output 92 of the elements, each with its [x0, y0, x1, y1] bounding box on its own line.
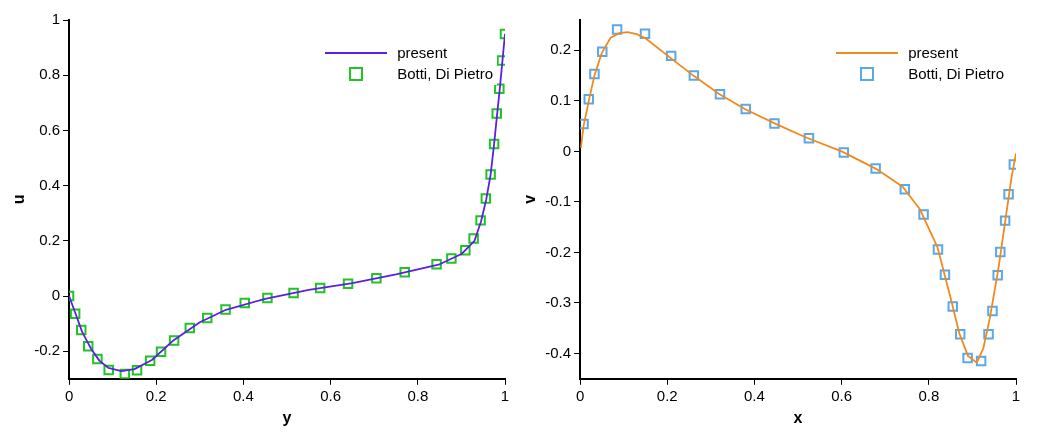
point — [769, 118, 780, 129]
point — [962, 352, 973, 364]
x-tick-label: 0.6 — [320, 386, 342, 404]
point — [491, 108, 502, 119]
y-tick-label: 0 — [562, 141, 572, 159]
point — [76, 324, 87, 336]
point — [168, 335, 180, 346]
legend-label: Botti, Di Pietro — [397, 65, 493, 83]
point — [475, 215, 486, 226]
point — [314, 282, 326, 294]
x-tick-label: 0.4 — [233, 386, 254, 404]
point — [639, 28, 651, 39]
y-tick-label: -0.3 — [545, 293, 572, 311]
point — [870, 163, 881, 174]
point — [838, 147, 850, 158]
point — [987, 305, 998, 317]
point — [220, 304, 231, 315]
point — [131, 365, 143, 376]
point — [446, 253, 457, 264]
x-tick-label: 0.6 — [831, 386, 853, 404]
point — [583, 94, 595, 105]
point — [371, 273, 382, 284]
x-axis-title: y — [282, 408, 292, 426]
point — [431, 259, 442, 270]
point — [69, 308, 81, 319]
point — [665, 50, 677, 62]
y-tick-label: 0.2 — [550, 40, 572, 58]
point — [999, 215, 1011, 226]
x-tick-label: 0 — [575, 386, 585, 404]
point — [202, 312, 213, 324]
point — [399, 267, 410, 278]
point — [1003, 189, 1014, 200]
point — [480, 193, 492, 204]
point — [155, 346, 167, 357]
y-tick-label: 0.8 — [39, 65, 61, 83]
point — [82, 340, 94, 352]
y-tick-label: -0.2 — [545, 242, 572, 260]
legend-label: Botti, Di Pietro — [908, 65, 1004, 83]
x-tick-label: 0.2 — [145, 386, 167, 404]
y-tick-label: 0.2 — [39, 230, 61, 248]
x-tick-label: 0.2 — [656, 386, 678, 404]
point — [899, 184, 911, 195]
y-axis-title: u — [10, 194, 28, 205]
y-tick-label: -0.2 — [34, 341, 61, 359]
point — [947, 301, 959, 312]
x-tick-label: 0.8 — [407, 386, 429, 404]
point — [714, 89, 726, 100]
y-tick-label: 1 — [51, 10, 61, 28]
point — [597, 46, 608, 58]
point — [995, 246, 1006, 258]
point — [932, 244, 944, 255]
x-tick-label: 0.8 — [918, 386, 940, 404]
point — [468, 233, 479, 244]
point — [460, 244, 471, 256]
y-tick-label: 0 — [51, 286, 61, 304]
point — [92, 353, 103, 365]
x-axis-title: x — [793, 408, 803, 426]
point — [288, 287, 299, 299]
point — [975, 355, 987, 367]
y-tick-label: 0.6 — [39, 120, 61, 138]
y-tick-label: 0.4 — [39, 175, 61, 193]
x-tick-label: 0.4 — [744, 386, 765, 404]
point — [740, 103, 751, 115]
point — [589, 68, 600, 80]
point — [939, 269, 951, 280]
point — [992, 269, 1003, 281]
y-tick-label: 0.1 — [550, 91, 572, 108]
x-tick-label: 0 — [64, 386, 74, 404]
point — [496, 55, 505, 66]
point — [144, 355, 156, 367]
point — [184, 322, 196, 334]
point — [688, 70, 700, 81]
point — [488, 138, 500, 150]
x-tick-label: 1 — [500, 386, 510, 404]
x-tick-label: 1 — [1011, 386, 1021, 404]
point — [342, 278, 354, 290]
point — [803, 133, 815, 144]
y-tick-label: -0.1 — [545, 192, 572, 210]
point — [262, 292, 273, 304]
point — [485, 169, 496, 180]
point — [918, 209, 929, 220]
point — [611, 24, 623, 35]
legend-label: present — [397, 44, 448, 62]
point — [103, 364, 114, 376]
y-axis-title: v — [521, 194, 539, 204]
point — [119, 368, 131, 379]
point — [954, 329, 966, 340]
point — [494, 83, 505, 94]
point — [239, 297, 250, 309]
legend-label: present — [908, 44, 959, 62]
point — [983, 329, 994, 340]
y-tick-label: -0.4 — [545, 343, 572, 361]
